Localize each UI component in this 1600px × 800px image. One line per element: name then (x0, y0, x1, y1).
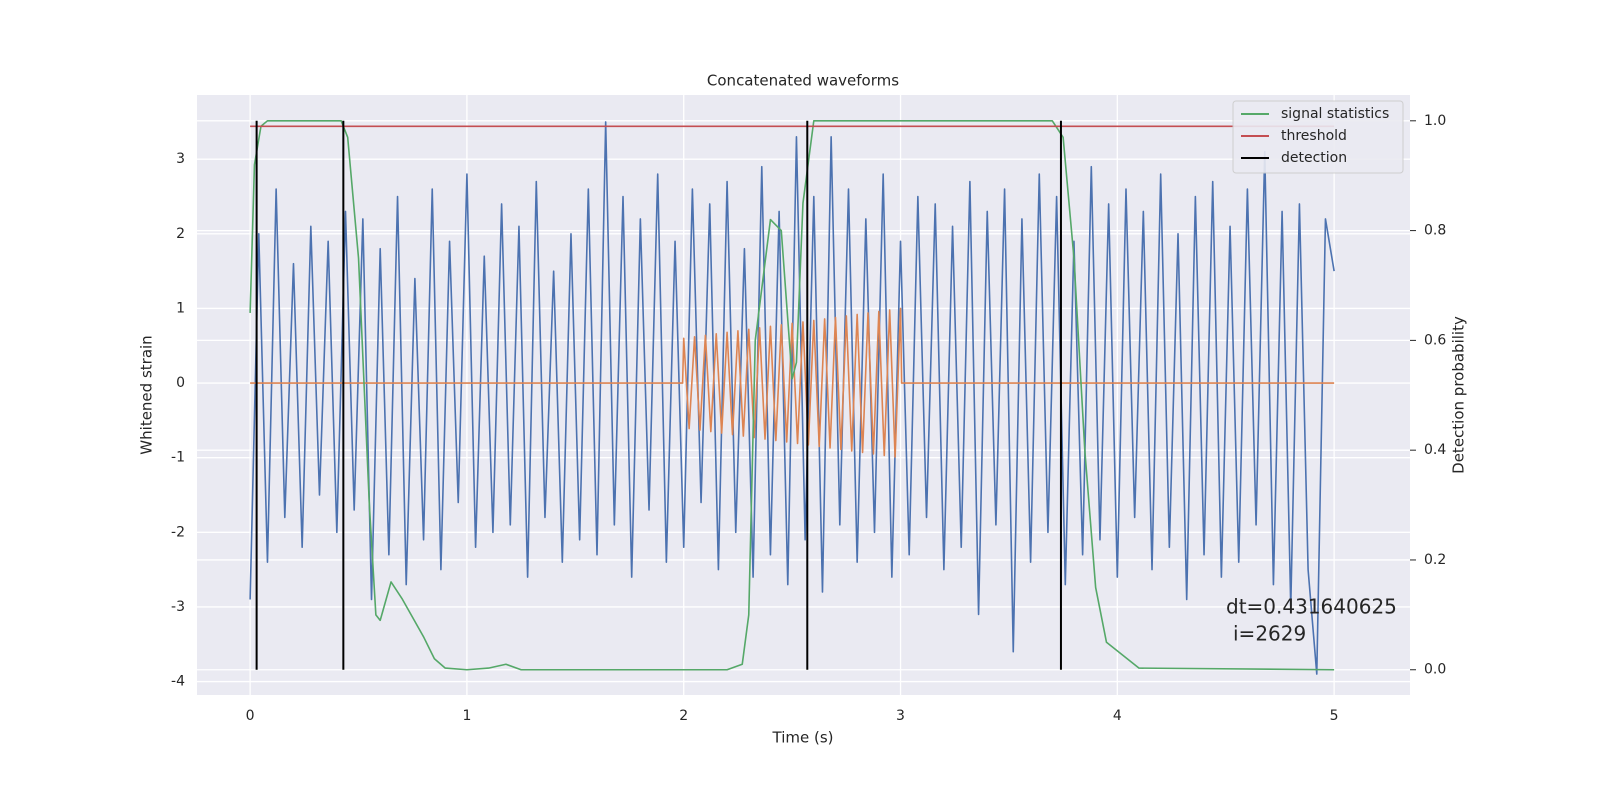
annotation: dt=0.431640625 (1226, 595, 1397, 619)
y-tick-label: -2 (171, 524, 185, 540)
y2-tick-label: 0.6 (1424, 332, 1446, 348)
x-tick-label: 0 (246, 708, 255, 724)
y-tick-label: -4 (171, 674, 185, 690)
x-tick-label: 1 (462, 708, 471, 724)
x-tick-label: 5 (1330, 708, 1339, 724)
legend-label: signal statistics (1281, 106, 1389, 122)
y-tick-label: 0 (176, 375, 185, 391)
series-line (249, 121, 1335, 675)
legend: signal statistics threshold detection (1232, 100, 1404, 174)
y-tick-label: 2 (176, 226, 185, 242)
chart-title: Concatenated waveforms (707, 72, 899, 90)
axes: 0 1 2 3 4 5 -4 -3 -2 -1 0 1 2 3 0.0 0.2 0.4 0.6 0.8 1.0 (171, 113, 1446, 724)
y2-tick-label: 0.4 (1424, 442, 1446, 458)
annotation: i=2629 (1233, 622, 1306, 646)
series-line (250, 307, 1335, 458)
x-tick-label: 3 (896, 708, 905, 724)
legend-box (1232, 100, 1404, 174)
x-axis-label: Time (s) (772, 729, 834, 747)
x-tick-label: 2 (679, 708, 688, 724)
data (249, 120, 1335, 675)
y2-tick-label: 0.8 (1424, 223, 1446, 239)
legend-label: detection (1281, 150, 1347, 166)
series-line (249, 120, 1335, 671)
x-tick-label: 4 (1113, 708, 1122, 724)
y2-tick-label: 0.0 (1424, 662, 1446, 678)
y-tick-label: -3 (171, 599, 185, 615)
y-axis-label: Whitened strain (138, 335, 156, 454)
y-tick-label: 3 (176, 151, 185, 167)
legend-label: threshold (1281, 128, 1347, 144)
y-tick-label: -1 (171, 450, 185, 466)
y2-tick-label: 0.2 (1424, 552, 1446, 568)
y2-tick-label: 1.0 (1424, 113, 1446, 129)
y2-axis-label: Detection probability (1450, 316, 1468, 474)
y-tick-label: 1 (176, 300, 185, 316)
